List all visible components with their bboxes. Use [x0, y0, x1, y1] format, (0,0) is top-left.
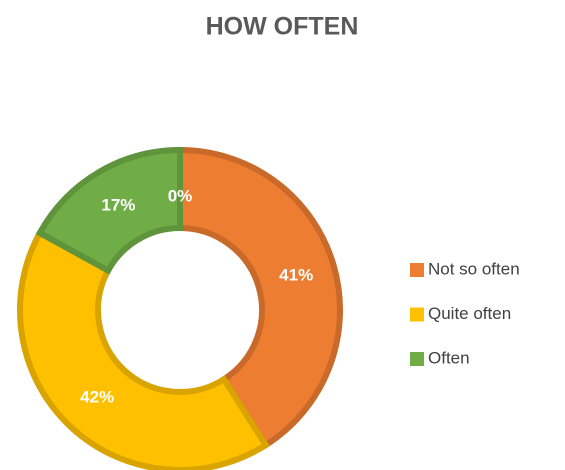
legend-label: Quite often	[428, 304, 511, 323]
legend-swatch	[410, 307, 424, 322]
legend-label: Not so often	[428, 259, 520, 278]
legend-swatch	[410, 352, 424, 366]
legend-label: Often	[428, 348, 470, 367]
donut-segment	[35, 146, 183, 275]
data-label: 17%	[101, 195, 135, 214]
chart-title: HOW OFTEN	[206, 13, 359, 41]
donut-segment	[177, 146, 343, 450]
donut-segment	[17, 228, 270, 470]
data-label: 41%	[279, 266, 313, 285]
data-label: 0%	[168, 186, 193, 205]
data-label: 42%	[80, 388, 114, 407]
legend-swatch	[410, 263, 424, 277]
